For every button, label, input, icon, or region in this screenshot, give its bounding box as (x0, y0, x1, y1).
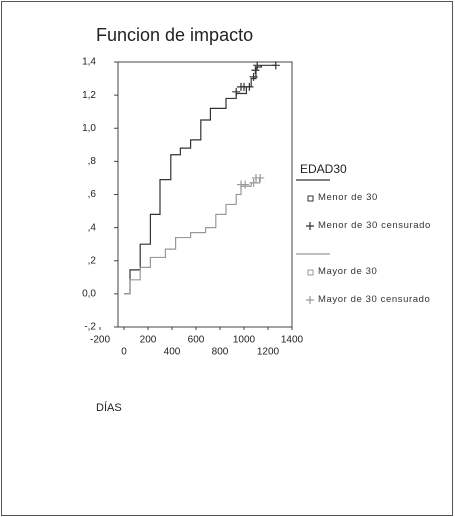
legend-label: Menor de 30 (318, 192, 378, 203)
x-tick-label: -200 (90, 335, 110, 346)
y-tick-label: 1,2 (82, 90, 96, 101)
y-tick-label: ,8 (88, 156, 97, 167)
y-tick-label: -,2 (84, 322, 96, 333)
chart-title: Funcion de impacto (96, 25, 253, 45)
legend-marker (307, 269, 314, 276)
legend-label: Mayor de 30 (318, 266, 378, 277)
x-axis-label: DÍAS (96, 401, 122, 414)
x-tick-label: 1200 (257, 347, 280, 358)
censored-marker (245, 82, 254, 91)
y-tick-label: 0,0 (82, 289, 96, 300)
legend-title: EDAD30 (300, 162, 347, 176)
y-tick-label: ,6 (88, 189, 97, 200)
legend-label: Mayor de 30 censurado (318, 294, 431, 305)
censored-marker (251, 66, 260, 75)
x-tick-label: 200 (140, 335, 157, 346)
y-tick-label: 1,0 (82, 123, 96, 134)
legend-marker (307, 195, 314, 202)
x-tick-label: 400 (164, 347, 181, 358)
plot-frame (117, 61, 293, 328)
y-tick-label: 1,4 (82, 57, 96, 68)
censored-marker (256, 173, 265, 182)
x-tick-label: 1400 (281, 335, 304, 346)
legend-marker (306, 222, 314, 230)
x-tick-label: 800 (212, 347, 229, 358)
censored-marker (232, 87, 241, 96)
legend-label: Menor de 30 censurado (318, 220, 431, 231)
y-tick-label: ,2 (88, 255, 97, 266)
censored-marker (249, 178, 258, 187)
y-tick-label: ,4 (88, 222, 97, 233)
legend-marker (306, 296, 314, 304)
censored-marker (253, 61, 262, 70)
step-line (124, 64, 277, 295)
censored-marker (271, 61, 280, 70)
x-tick-label: 600 (188, 335, 205, 346)
x-tick-label: 0 (121, 347, 127, 358)
x-tick-label: 1000 (233, 335, 256, 346)
step-line (124, 177, 261, 295)
censored-marker (241, 180, 250, 189)
censored-marker (249, 72, 258, 81)
